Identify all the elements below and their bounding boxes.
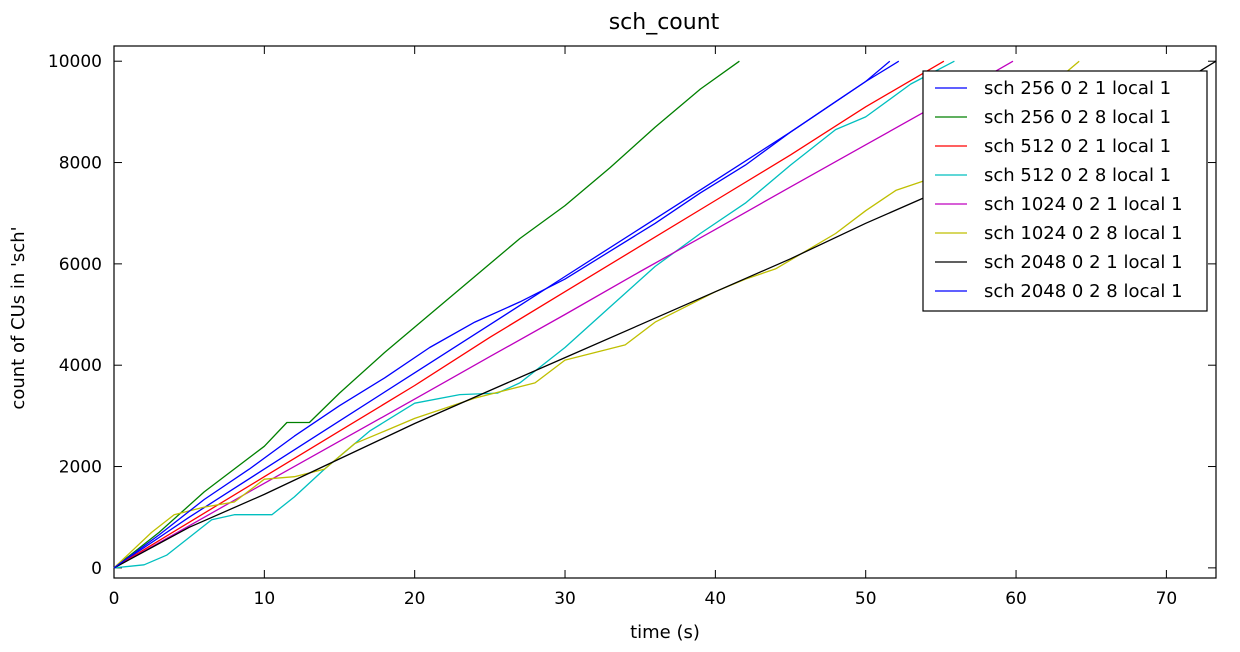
x-tick-label: 50 (855, 589, 877, 609)
legend-label: sch 512 0 2 8 local 1 (984, 165, 1171, 186)
series-line (113, 60, 900, 569)
legend-label: sch 2048 0 2 8 local 1 (984, 281, 1183, 302)
x-tick-label: 20 (404, 589, 426, 609)
x-tick-label: 30 (554, 589, 576, 609)
series-line (113, 60, 891, 569)
series-line (113, 60, 955, 569)
x-axis-title: time (s) (630, 622, 700, 643)
legend-label: sch 512 0 2 1 local 1 (984, 136, 1171, 157)
series-line (113, 60, 1080, 569)
y-tick-label: 4000 (59, 356, 102, 376)
x-tick-label: 60 (1005, 589, 1027, 609)
y-axis-title: count of CUs in 'sch' (8, 226, 29, 409)
y-tick-label: 6000 (59, 255, 102, 275)
legend-label: sch 256 0 2 8 local 1 (984, 107, 1171, 128)
plot-frame (113, 45, 1217, 579)
x-tick-label: 70 (1156, 589, 1178, 609)
x-tick-label: 0 (109, 589, 120, 609)
legend-label: sch 2048 0 2 1 local 1 (984, 252, 1183, 273)
y-tick-label: 0 (91, 559, 102, 579)
chart-title: sch_count (609, 10, 720, 35)
y-tick-label: 10000 (48, 52, 102, 72)
x-tick-label: 10 (254, 589, 276, 609)
series-line (113, 60, 740, 569)
y-tick-label: 8000 (59, 154, 102, 174)
y-tick-label: 2000 (59, 458, 102, 478)
legend: sch 256 0 2 1 local 1 sch 256 0 2 8 local… (922, 70, 1208, 312)
series-line (113, 60, 945, 569)
legend-label: sch 1024 0 2 1 local 1 (984, 194, 1183, 215)
series-line (113, 60, 1014, 569)
legend-box (922, 70, 1208, 312)
legend-label: sch 256 0 2 1 local 1 (984, 78, 1171, 99)
legend-label: sch 1024 0 2 8 local 1 (984, 223, 1183, 244)
x-tick-label: 40 (705, 589, 727, 609)
axis-ticks: 0 10 20 30 40 50 60 70 0 2000 4000 6000 8000 10000 (48, 46, 1216, 609)
